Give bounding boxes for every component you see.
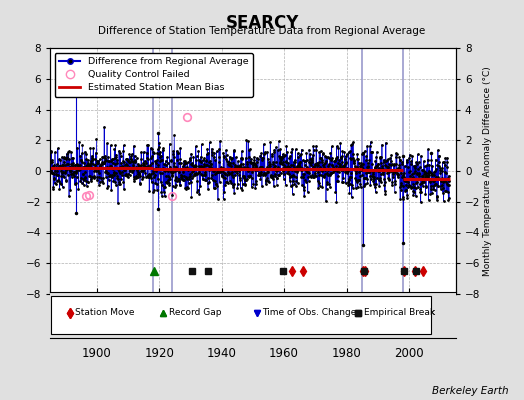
Text: Time of Obs. Change: Time of Obs. Change bbox=[262, 308, 356, 317]
Text: Record Gap: Record Gap bbox=[169, 308, 221, 317]
Text: Station Move: Station Move bbox=[75, 308, 135, 317]
Text: Berkeley Earth: Berkeley Earth bbox=[432, 386, 508, 396]
Text: Time of Obs. Change: Time of Obs. Change bbox=[262, 308, 356, 317]
Text: Record Gap: Record Gap bbox=[169, 308, 221, 317]
Text: SEARCY: SEARCY bbox=[225, 14, 299, 32]
Legend: Difference from Regional Average, Quality Control Failed, Estimated Station Mean: Difference from Regional Average, Qualit… bbox=[54, 53, 253, 97]
Text: Empirical Break: Empirical Break bbox=[364, 308, 435, 317]
Y-axis label: Monthly Temperature Anomaly Difference (°C): Monthly Temperature Anomaly Difference (… bbox=[483, 66, 492, 276]
Text: Station Move: Station Move bbox=[75, 308, 135, 317]
Text: Difference of Station Temperature Data from Regional Average: Difference of Station Temperature Data f… bbox=[99, 26, 425, 36]
Text: Empirical Break: Empirical Break bbox=[364, 308, 435, 317]
FancyBboxPatch shape bbox=[51, 296, 431, 334]
